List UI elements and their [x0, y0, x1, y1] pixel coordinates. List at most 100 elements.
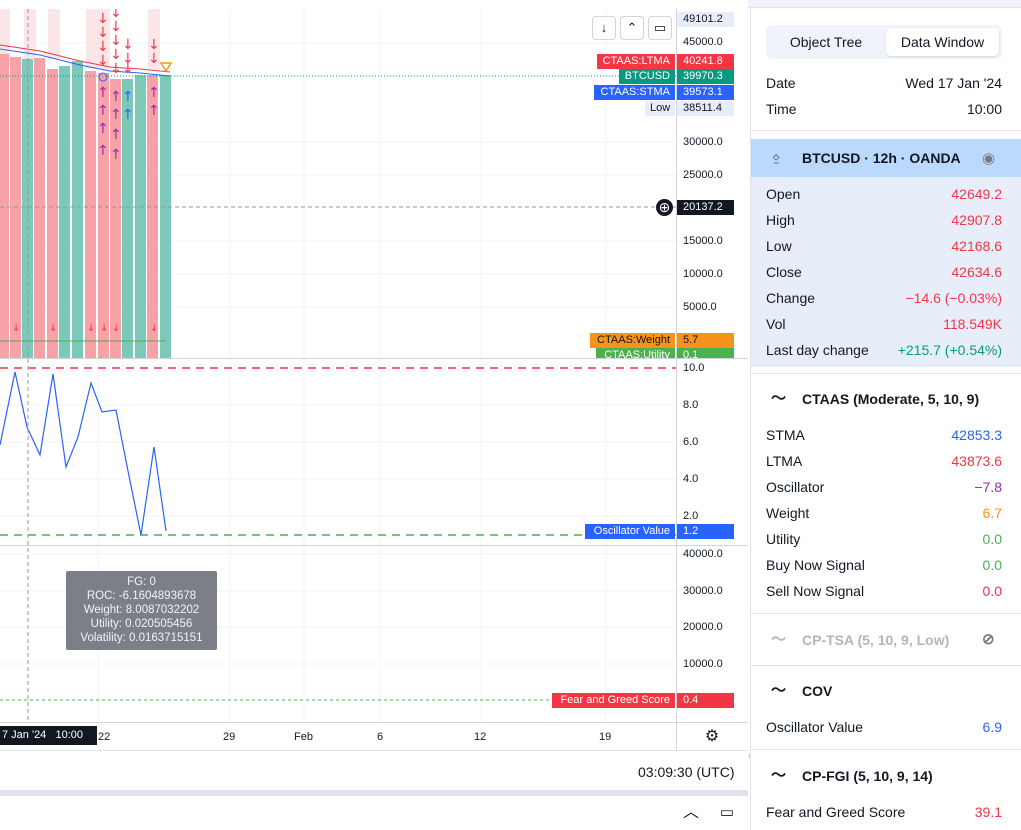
svg-text:↑: ↑: [110, 107, 122, 123]
ctaas-row: Weight 6.7: [766, 500, 1002, 526]
symbol-header[interactable]: [751, 139, 1021, 177]
symbol-section-bg: [751, 139, 1021, 367]
date-label: Date: [766, 75, 796, 91]
divider: [751, 749, 1021, 750]
svg-text:↓: ↓: [150, 323, 158, 334]
pane-separator[interactable]: [0, 358, 748, 359]
cpfgi-header[interactable]: 〜 CP-FGI (5, 10, 9, 14): [751, 758, 1021, 794]
cov-header[interactable]: 〜 COV: [751, 673, 1021, 709]
sell-signal-arrows: ↓↓↓↓ ↓↓↓↓↓ ↓↓↓ ↓↓: [97, 9, 160, 77]
price-bars: [0, 54, 171, 358]
utc-clock[interactable]: 03:09:30 (UTC): [638, 764, 735, 780]
ctaas-header[interactable]: 〜 CTAAS (Moderate, 5, 10, 9): [751, 381, 1021, 417]
tab-data-window[interactable]: Data Window: [886, 28, 999, 56]
add-alert-plus-icon[interactable]: ⊕: [656, 199, 673, 216]
svg-text:↑: ↑: [110, 89, 122, 105]
collapse-pane-button[interactable]: ⌃: [620, 16, 644, 40]
ctaas-row: Utility 0.0: [766, 526, 1002, 552]
crosshair-vertical-line: [27, 9, 29, 722]
price-tick: 30000.0: [683, 136, 723, 148]
oscillator-pane[interactable]: [0, 359, 676, 545]
tooltip-line: FG: 0: [127, 576, 156, 588]
fear-greed-pane[interactable]: [0, 546, 676, 722]
expand-panel-chevron-up-icon[interactable]: ︿: [682, 804, 699, 821]
row-value: 6.7: [982, 505, 1002, 521]
panel-resizer[interactable]: [0, 790, 748, 796]
svg-text:↑: ↑: [110, 127, 122, 143]
utility-value-tag: 0.1: [677, 348, 734, 358]
tab-object-tree[interactable]: Object Tree: [789, 34, 863, 50]
osc-tick: 10.0: [683, 362, 705, 374]
fg-tick: 20000.0: [683, 621, 723, 633]
price-pane[interactable]: ↓↓↓↓ ↓↓↓↓↓ ↓↓↓ ↓↓ ↓ ↓ ↓ ↓ ↓ ↓ ↑↑↑↑ ↑↑↑↑ ↑↑ ↑…: [0, 9, 676, 358]
maximize-pane-button[interactable]: ▭: [648, 16, 672, 40]
price-tick: 10000.0: [683, 268, 723, 280]
row-label: Change: [766, 290, 816, 306]
row-value: 0.0: [982, 531, 1002, 547]
weight-name-tag: CTAAS:Weight: [590, 333, 675, 348]
ctaas-row: Sell Now Signal 0.0: [766, 578, 1002, 604]
time-label: 29: [223, 731, 236, 743]
oscillator-axis[interactable]: [676, 359, 748, 545]
fg-tick: 10000.0: [683, 658, 723, 670]
ctaas-row: Buy Now Signal 0.0: [766, 552, 1002, 578]
svg-text:↓: ↓: [100, 323, 108, 334]
ohlc-row: Low 42168.6: [766, 233, 1002, 259]
svg-text:↓: ↓: [49, 323, 57, 334]
svg-text:↑: ↑: [97, 121, 109, 137]
chart-settings-gear-icon[interactable]: ⚙: [704, 728, 720, 745]
osc-tick: 8.0: [683, 399, 699, 411]
svg-text:↓: ↓: [148, 37, 160, 53]
svg-text:↑: ↑: [122, 107, 134, 123]
svg-text:↓: ↓: [122, 61, 134, 77]
eye-hidden-icon[interactable]: ⊘: [982, 631, 995, 648]
row-label: Fear and Greed Score: [766, 804, 906, 820]
svg-text:↓: ↓: [97, 39, 109, 55]
symbol-title: BTCUSD · 12h · OANDA: [802, 150, 961, 166]
row-label: Buy Now Signal: [766, 557, 865, 573]
tooltip-line: ROC: -6.1604893678: [86, 590, 197, 602]
eye-icon[interactable]: ◉: [982, 150, 996, 167]
price-tick: 15000.0: [683, 235, 723, 247]
row-value: 43873.6: [951, 453, 1002, 469]
time-value: 10:00: [966, 101, 1002, 117]
svg-text:↓: ↓: [110, 33, 122, 49]
svg-text:↓: ↓: [97, 11, 109, 27]
chart-area[interactable]: ↓ ↓ ↓ ↓ ↓ ↓ ↓ ↓ ↓ ↓ ↓ ↓ ↓ ↓ ↓ ↓ ↓ ↓ ↓ ↓ ↑ ↑ ↑ ↑ ↑ ↑ ↑ ↑ ↑ ↑ ↑…: [0, 0, 748, 830]
scroll-down-button[interactable]: ↓: [592, 16, 616, 40]
svg-text:↑: ↑: [97, 85, 109, 101]
ohlc-row: Last day change +215.7 (+0.54%): [766, 337, 1002, 363]
ctaas-row: STMA 42853.3: [766, 422, 1002, 448]
time-label: 6: [377, 731, 384, 743]
btcusd-name-tag: BTCUSD: [619, 69, 675, 84]
crosshair-time-label: 7 Jan '24 10:00: [0, 726, 97, 745]
panel-tabs: Object Tree Data Window: [766, 25, 1002, 59]
cptsa-header[interactable]: 〜 CP-TSA (5, 10, 9, Low) ⊘: [751, 622, 1021, 658]
ltma-name-tag: CTAAS:LTMA: [597, 54, 675, 69]
time-label: Feb: [294, 731, 313, 743]
time-axis[interactable]: [0, 722, 676, 750]
pane-separator[interactable]: [0, 545, 748, 546]
ohlc-row: Close 42634.6: [766, 259, 1002, 285]
buy-signal-arrows: ↑↑↑↑ ↑↑↑↑ ↑↑: [97, 85, 160, 163]
tooltip-line: Volatility: 0.0163715151: [80, 632, 203, 644]
row-label: Weight: [766, 505, 810, 521]
utility-name-tag: CTAAS:Utility: [596, 348, 675, 358]
collapse-panel-handle[interactable]: ›: [748, 750, 752, 770]
svg-text:↓: ↓: [110, 47, 122, 63]
arrow-down-icon: ↓: [600, 20, 608, 35]
price-tick: 45000.0: [683, 36, 723, 48]
fear-greed-axis[interactable]: [676, 546, 748, 722]
maximize-panel-icon[interactable]: ▭: [719, 804, 735, 821]
row-value: 42634.6: [951, 264, 1002, 280]
row-value: −7.8: [974, 479, 1002, 495]
svg-text:↓: ↓: [122, 51, 134, 67]
svg-text:↓: ↓: [110, 19, 122, 35]
collapse-icon: ⌃: [626, 20, 638, 35]
divider: [751, 130, 1021, 131]
ctaas-row: Oscillator −7.8: [766, 474, 1002, 500]
svg-text:↓: ↓: [110, 9, 122, 21]
bottom-status-bar: [0, 750, 748, 790]
ohlc-row: Vol 118.549K: [766, 311, 1002, 337]
oscillator-name-tag: Oscillator Value: [585, 524, 675, 539]
